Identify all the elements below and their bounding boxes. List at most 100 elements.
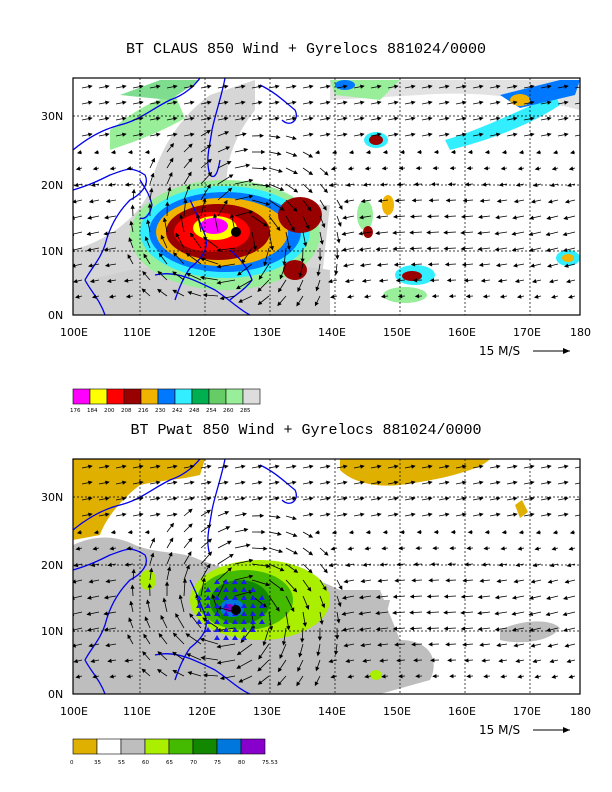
wind-arrow-head — [426, 230, 431, 235]
wind-arrow-head — [498, 562, 503, 567]
wind-arrow-head — [326, 84, 331, 89]
wind-arrow-head — [498, 182, 504, 187]
wind-arrow-head — [175, 613, 180, 618]
wind-arrow-head — [328, 658, 334, 664]
wind-arrow-head — [187, 171, 192, 177]
wind-arrow-head — [162, 597, 167, 603]
wind-arrow-head — [279, 567, 285, 572]
gyre-triangle — [259, 619, 265, 624]
wind-arrow-head — [160, 614, 165, 620]
wind-arrow-head — [346, 294, 352, 299]
wind-arrow-head — [443, 214, 449, 219]
wind-arrow-head — [230, 213, 235, 219]
wind-arrow-head — [447, 562, 452, 567]
wind-arrow-head — [86, 595, 92, 600]
wind-arrow-head — [277, 151, 282, 156]
wind-arrow-head — [241, 480, 246, 485]
wind-arrow-head — [92, 166, 98, 171]
wind-arrow-head — [149, 567, 154, 573]
wind-arrow-head — [362, 562, 368, 567]
wind-arrow-head — [275, 496, 280, 501]
gyre-triangle — [214, 619, 220, 624]
wind-arrow-head — [173, 132, 178, 137]
wind-arrow-head — [103, 595, 109, 600]
wind-arrow-head — [279, 654, 284, 659]
wind-arrow-head — [207, 551, 213, 557]
wind-arrow-head — [207, 538, 213, 543]
wind-arrow-head — [75, 546, 81, 551]
wind-arrow-head — [164, 581, 170, 586]
wind-arrow-head — [257, 666, 262, 672]
wind-arrow-head — [157, 651, 163, 656]
wind-arrow-head — [546, 595, 551, 601]
wind-arrow-head — [416, 149, 422, 155]
wind-arrow-head — [105, 198, 111, 204]
reference-arrow-icon — [533, 348, 570, 354]
wind-arrow-head — [343, 116, 348, 121]
wind-arrow-head — [462, 132, 467, 137]
wind-arrow-head — [447, 658, 452, 663]
gyre-triangle — [205, 603, 211, 608]
wind-arrow-head — [479, 464, 484, 469]
wind-arrow-head — [496, 116, 501, 121]
wind-arrow-head — [75, 674, 81, 679]
wind-arrow-head — [188, 523, 193, 528]
wind-arrow-head — [460, 594, 466, 599]
wind-arrow-head — [309, 116, 314, 121]
wind-arrow-head — [108, 294, 114, 299]
wind-arrow-head — [343, 496, 348, 501]
wind-arrow-head — [343, 480, 348, 485]
wind-arrow-head — [483, 674, 488, 679]
wind-arrow-head — [365, 530, 371, 535]
wind-arrow-head — [535, 150, 541, 155]
wind-arrow-head — [427, 262, 433, 267]
wind-arrow-head — [248, 574, 254, 579]
wind-arrow-head — [478, 262, 484, 267]
wind-arrow-head — [103, 231, 108, 236]
wind-arrow-head — [88, 464, 93, 469]
wind-arrow-head — [73, 199, 77, 204]
wind-arrow-head — [73, 562, 79, 568]
wind-arrow-head — [415, 165, 421, 171]
wind-arrow-head — [326, 116, 331, 121]
wind-arrow-head — [445, 496, 450, 501]
wind-arrow-head — [202, 617, 208, 622]
wind-arrow-head — [496, 496, 501, 501]
wind-arrow-head — [316, 651, 321, 657]
wind-arrow-head — [166, 566, 172, 571]
wind-arrow-head — [269, 245, 274, 251]
wind-arrow-head — [293, 188, 299, 193]
wind-arrow-head — [190, 132, 195, 137]
wind-arrow-head — [296, 301, 301, 307]
colorbar-label: 75 — [214, 760, 221, 766]
wind-arrow-head — [494, 627, 500, 632]
gyre-triangle — [205, 611, 211, 616]
wind-arrow-head — [343, 579, 349, 584]
wind-arrow-head — [431, 293, 437, 299]
wind-arrow-head — [336, 618, 341, 624]
wind-arrow-head — [292, 116, 297, 121]
gyre-triangle — [259, 595, 265, 600]
wind-arrow-head — [298, 273, 303, 278]
reference-vector-label: 15 M/S — [479, 344, 520, 358]
wind-arrow-head — [547, 132, 552, 137]
wind-arrow-head — [248, 178, 254, 183]
colorbar-label: 176 — [70, 408, 81, 414]
wind-arrow-head — [187, 508, 193, 514]
wind-arrow-head — [341, 595, 347, 600]
wind-arrow-head — [328, 562, 334, 568]
gyre-triangle — [214, 595, 220, 600]
x-tick-label: 110E — [123, 326, 151, 339]
wind-arrow-head — [241, 496, 246, 501]
wind-arrow-head — [122, 480, 127, 485]
wind-arrow-head — [257, 300, 263, 306]
wind-arrow-head — [464, 182, 470, 187]
wind-arrow-head — [430, 182, 436, 187]
coastlines — [73, 78, 297, 315]
wind-arrow-head — [477, 626, 483, 632]
x-tick-label: 160E — [448, 326, 476, 339]
wind-arrow-head — [131, 188, 136, 194]
wind-arrow-head — [125, 294, 131, 299]
wind-arrow-head — [172, 252, 178, 257]
wind-arrow-head — [335, 635, 340, 640]
